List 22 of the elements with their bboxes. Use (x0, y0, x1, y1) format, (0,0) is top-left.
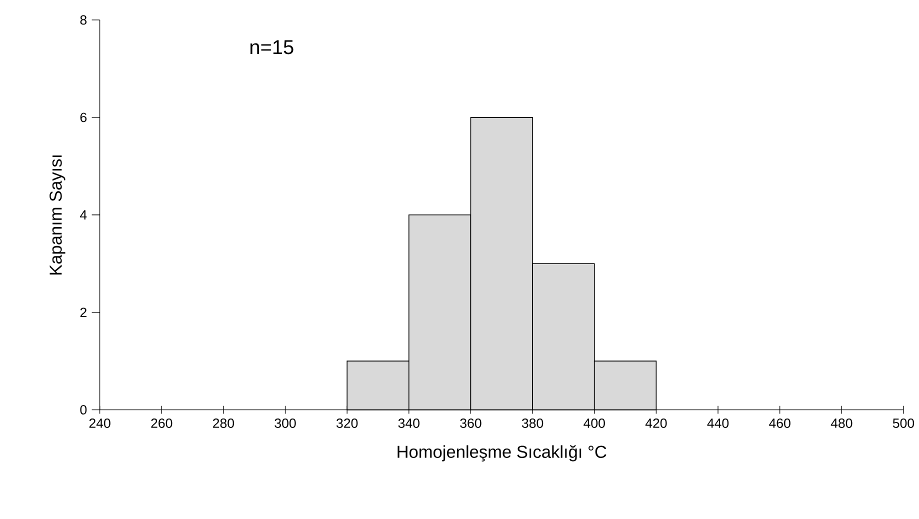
y-tick-label: 4 (80, 210, 87, 220)
x-tick-label: 340 (398, 418, 420, 428)
x-tick-label: 480 (830, 418, 852, 428)
x-tick-label: 420 (645, 418, 667, 428)
x-tick-label: 440 (707, 418, 729, 428)
x-tick-label: 320 (336, 418, 358, 428)
x-tick-label: 260 (151, 418, 172, 428)
y-tick-label: 2 (80, 308, 86, 318)
y-axis-title: Kapanım Sayısı (50, 156, 66, 275)
x-tick-label: 300 (274, 418, 296, 428)
y-tick-label: 8 (80, 15, 87, 25)
x-tick-label: 280 (213, 418, 234, 428)
x-axis-title: Homojenleşme Sıcaklığı °C (398, 445, 606, 462)
x-tick-label: 400 (584, 418, 605, 428)
x-tick-label: 380 (522, 418, 544, 428)
x-tick-label: 240 (89, 418, 110, 428)
annotation: n=15 (250, 40, 294, 54)
x-tick-label: 500 (892, 418, 914, 428)
y-tick-label: 0 (80, 405, 87, 415)
y-tick-label: 6 (80, 112, 87, 122)
x-tick-label: 360 (460, 418, 482, 428)
x-tick-label: 460 (769, 418, 790, 428)
